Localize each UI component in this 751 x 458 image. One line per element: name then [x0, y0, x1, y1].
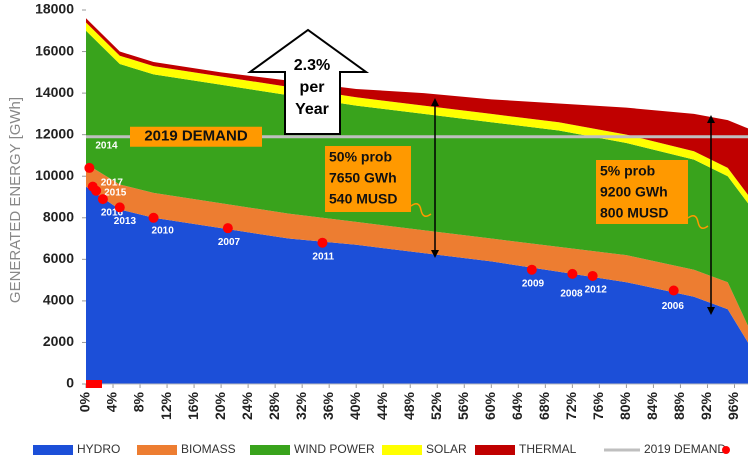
y-tick-label: 4000 [43, 292, 74, 308]
x-tick-label: 20% [212, 391, 228, 420]
note-text: 5% prob [600, 163, 655, 179]
area [86, 30, 748, 326]
x-tick-label: 64% [509, 391, 525, 420]
y-axis-label: GENERATED ENERGY [GWh] [7, 97, 24, 303]
y-tick-label: 6000 [43, 250, 74, 266]
x-tick-label: 28% [266, 391, 282, 420]
growth-arrow [246, 28, 370, 135]
legend-label: BIOMASS [181, 442, 236, 456]
x-tick-label: 36% [320, 391, 336, 420]
area [86, 186, 748, 384]
year-point [84, 162, 95, 173]
legend-label: SOLAR [426, 442, 467, 456]
demand-label: 2019 DEMAND [144, 128, 248, 145]
x-tick-label: 92% [698, 391, 714, 420]
year-label: 2006 [662, 301, 685, 312]
area [86, 163, 748, 343]
year-point [668, 285, 679, 296]
year-point [97, 194, 108, 205]
x-tick-label: 76% [590, 391, 606, 420]
legend-label: THERMAL [519, 442, 577, 456]
y-tick-label: 14000 [35, 84, 74, 100]
x-tick-label: 32% [293, 391, 309, 420]
year-label: 2011 [312, 251, 334, 262]
growth-note: Year [295, 101, 329, 118]
x-tick-label: 84% [644, 391, 660, 420]
arrow-head [707, 307, 715, 315]
legend-label: WIND POWER [294, 442, 375, 456]
year-label: 2009 [522, 278, 545, 289]
legend-swatch [475, 445, 515, 455]
baseline-marker [86, 380, 102, 388]
connector [410, 203, 432, 217]
note-text: 50% prob [329, 149, 392, 165]
legend-swatch [250, 445, 290, 455]
year-point [91, 185, 102, 196]
year-label: 2016 [101, 208, 124, 219]
y-tick-label: 8000 [43, 208, 74, 224]
x-tick-label: 72% [563, 391, 579, 420]
note-text: 9200 GWh [600, 184, 668, 200]
x-tick-label: 56% [455, 391, 471, 420]
y-tick-label: 16000 [35, 42, 74, 58]
legend-label: 2019 DEMAND [644, 442, 726, 456]
year-point [587, 270, 598, 281]
arrow-head [431, 250, 439, 258]
year-label: 2017 [101, 177, 124, 188]
legend-swatch [137, 445, 177, 455]
y-tick-label: 18000 [35, 1, 74, 17]
year-label: 2012 [585, 285, 608, 296]
arrow-head [707, 115, 715, 123]
y-tick-label: 2000 [43, 333, 74, 349]
y-tick-label: 10000 [35, 167, 74, 183]
x-tick-label: 88% [671, 391, 687, 420]
demand-label-bg [130, 126, 262, 147]
year-label: 2015 [104, 187, 127, 198]
x-tick-label: 24% [239, 391, 255, 420]
year-label: 2010 [152, 225, 175, 236]
year-label: 2008 [560, 289, 583, 300]
year-label: 2013 [114, 216, 137, 227]
year-point [526, 264, 537, 275]
x-tick-label: 8% [131, 391, 147, 412]
year-label: 2014 [95, 141, 118, 152]
note-text: 800 MUSD [600, 205, 668, 221]
year-point [148, 212, 159, 223]
note-box [325, 146, 411, 212]
year-point [114, 202, 125, 213]
y-tick-label: 0 [66, 375, 74, 391]
x-tick-label: 12% [158, 391, 174, 420]
growth-note: 2.3% [294, 57, 330, 74]
year-label: 2007 [218, 237, 241, 248]
note-text: 7650 GWh [329, 170, 397, 186]
x-tick-label: 68% [536, 391, 552, 420]
note-text: 540 MUSD [329, 191, 397, 207]
year-point [567, 268, 578, 279]
x-tick-label: 80% [617, 391, 633, 420]
x-tick-label: 40% [347, 391, 363, 420]
x-tick-label: 52% [428, 391, 444, 420]
x-tick-label: 44% [374, 391, 390, 420]
legend-swatch [33, 445, 73, 455]
year-point [222, 223, 233, 234]
x-tick-label: 4% [104, 391, 120, 412]
growth-note: per [300, 79, 325, 96]
legend-swatch [382, 445, 422, 455]
x-tick-label: 0% [77, 391, 93, 412]
connector [687, 215, 709, 229]
y-tick-label: 12000 [35, 125, 74, 141]
x-tick-label: 96% [725, 391, 741, 420]
legend-swatch [722, 446, 730, 454]
x-tick-label: 48% [401, 391, 417, 420]
year-point [317, 237, 328, 248]
x-tick-label: 60% [482, 391, 498, 420]
arrow-head [431, 98, 439, 106]
legend-label: HYDRO [77, 442, 120, 456]
note-box [596, 160, 688, 224]
x-tick-label: 16% [185, 391, 201, 420]
area [86, 22, 748, 204]
